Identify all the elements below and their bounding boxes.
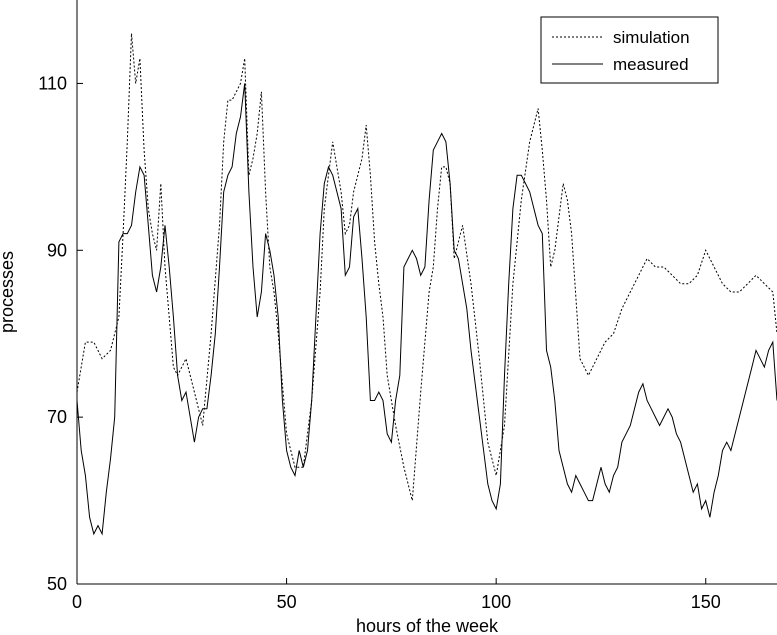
legend-label-simulation: simulation [613, 28, 690, 47]
y-axis-label: processes [0, 251, 17, 333]
y-tick-label: 90 [47, 240, 67, 260]
legend: simulation measured [540, 16, 719, 84]
legend-box [540, 16, 719, 84]
x-ticks: 0 50 100 150 [72, 578, 721, 612]
series-line-simulation [76, 33, 777, 501]
x-tick-label: 150 [691, 592, 721, 612]
y-tick-label: 70 [47, 407, 67, 427]
x-axis-label: hours of the week [356, 616, 499, 635]
x-tick-label: 0 [72, 592, 82, 612]
y-tick-label: 50 [47, 574, 67, 594]
x-tick-label: 50 [277, 592, 297, 612]
series-line-measured [76, 83, 777, 536]
y-tick-label: 110 [38, 73, 67, 93]
legend-label-measured: measured [613, 55, 689, 74]
x-tick-label: 100 [481, 592, 511, 612]
y-ticks: 50 70 90 110 [38, 73, 83, 594]
axes-frame [76, 0, 777, 585]
series-layer [76, 33, 777, 536]
